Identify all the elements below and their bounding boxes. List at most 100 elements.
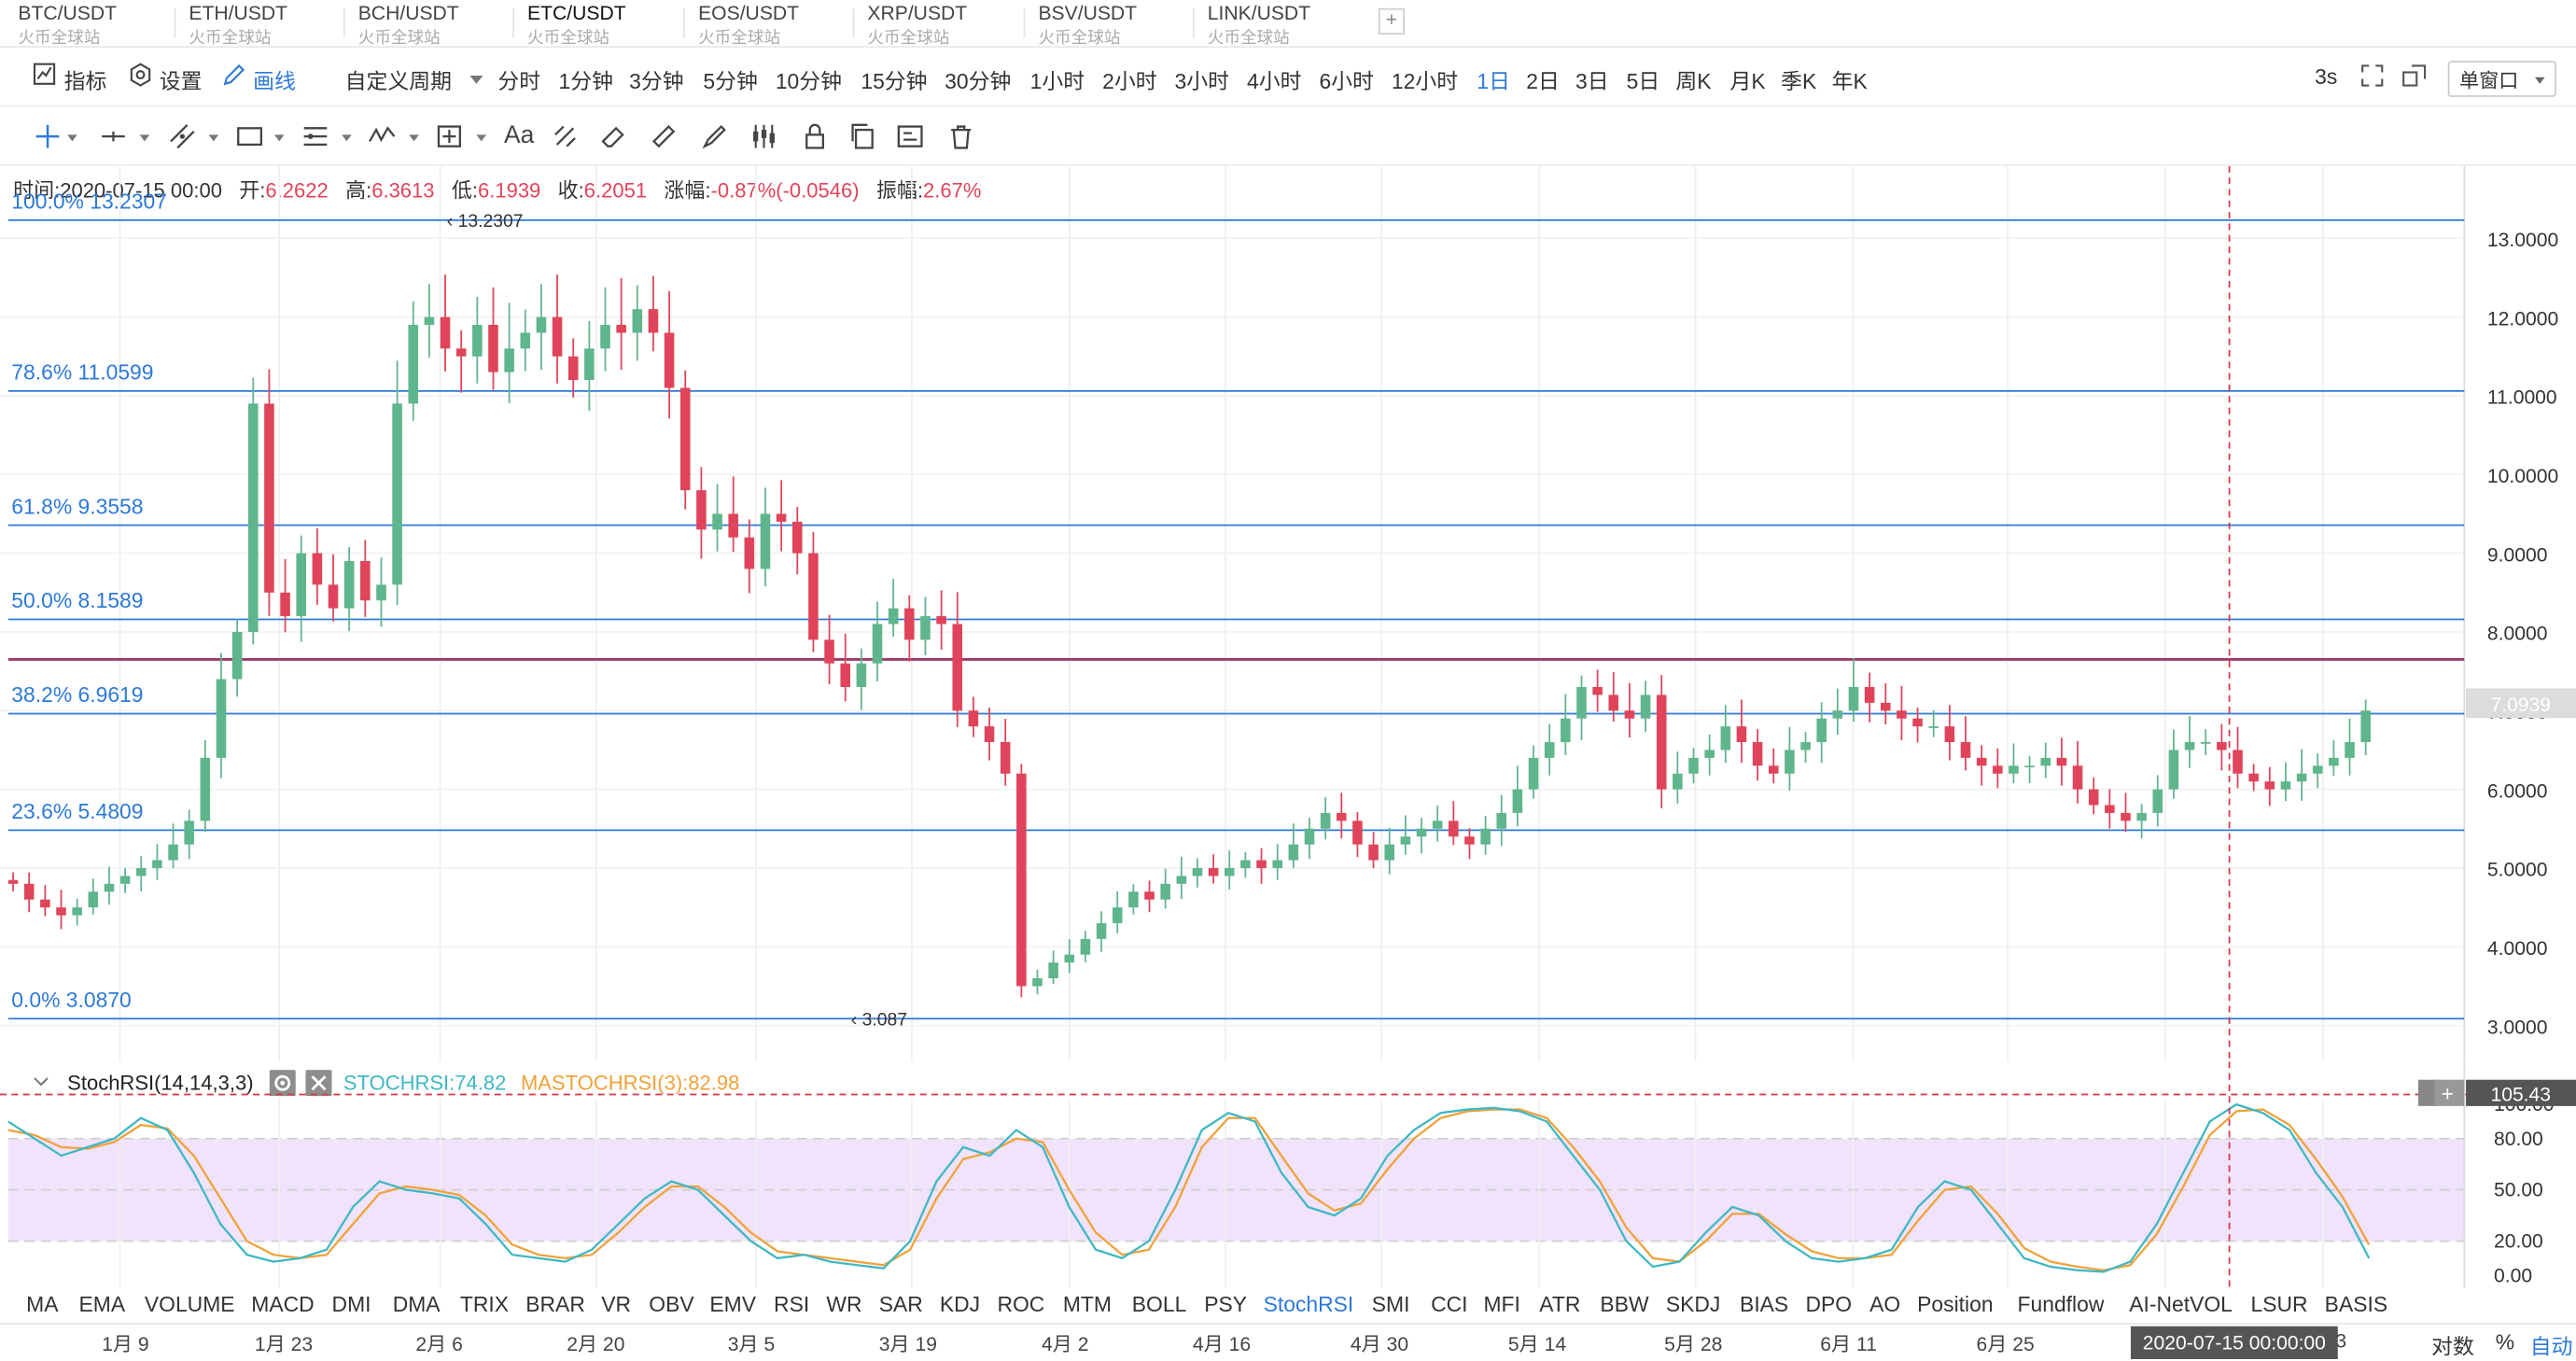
period-12[interactable]: 12小时 bbox=[1391, 68, 1459, 94]
period-3[interactable]: 5分钟 bbox=[703, 68, 758, 94]
chevron-down-icon[interactable] bbox=[476, 134, 487, 142]
rectangle-icon[interactable] bbox=[235, 121, 265, 151]
tab-xrp-usdt[interactable]: XRP/USDT 火币全球站 bbox=[858, 0, 1022, 48]
period-20[interactable]: 年K bbox=[1831, 68, 1868, 94]
chevron-down-icon[interactable] bbox=[273, 134, 285, 142]
add-tab-button[interactable]: + bbox=[1378, 7, 1405, 35]
copy-icon[interactable] bbox=[847, 121, 877, 151]
indicator-basis[interactable]: BASIS bbox=[2324, 1291, 2388, 1317]
custom-period-select[interactable]: 自定义周期 bbox=[344, 68, 453, 94]
chevron-down-icon[interactable] bbox=[342, 134, 352, 142]
indicator-dpo[interactable]: DPO bbox=[1805, 1291, 1853, 1317]
tab-eth-usdt[interactable]: ETH/USDT 火币全球站 bbox=[179, 0, 343, 48]
indicator-ma[interactable]: MA bbox=[26, 1291, 59, 1317]
indicator-lsur[interactable]: LSUR bbox=[2250, 1291, 2308, 1317]
indicator-position[interactable]: Position bbox=[1917, 1291, 1994, 1317]
indicators-button[interactable]: 指标 bbox=[63, 68, 107, 94]
measure-icon[interactable] bbox=[435, 121, 465, 151]
trash-icon[interactable] bbox=[946, 121, 976, 151]
tab-eos-usdt[interactable]: EOS/USDT 火币全球站 bbox=[689, 0, 853, 48]
auto-scale-toggle[interactable]: 自动 bbox=[2529, 1334, 2573, 1359]
period-0[interactable]: 分时 bbox=[497, 68, 541, 94]
indicator-volume[interactable]: VOLUME bbox=[144, 1291, 235, 1317]
parallel-channel-icon[interactable] bbox=[168, 121, 198, 151]
text-tool[interactable]: Aa bbox=[504, 121, 535, 150]
candles-icon[interactable] bbox=[749, 121, 779, 151]
magnet-icon[interactable] bbox=[551, 121, 581, 151]
wave-pattern-icon[interactable] bbox=[368, 121, 398, 151]
indicator-mfi[interactable]: MFI bbox=[1483, 1291, 1520, 1317]
fullscreen-icon[interactable] bbox=[2360, 64, 2384, 92]
plus-button[interactable] bbox=[2434, 1079, 2465, 1106]
indicator-ema[interactable]: EMA bbox=[78, 1291, 126, 1317]
tab-btc-usdt[interactable]: BTC/USDT 火币全球站 bbox=[8, 0, 173, 48]
indicator-vr[interactable]: VR bbox=[601, 1291, 632, 1317]
lock-icon[interactable] bbox=[800, 121, 830, 151]
period-19[interactable]: 季K bbox=[1781, 68, 1817, 94]
indicator-stochrsi[interactable]: StochRSI bbox=[1263, 1291, 1354, 1317]
crosshair-icon[interactable] bbox=[33, 121, 63, 151]
candlestick-chart[interactable]: 13.0000 12.0000 11.0000 10.0000 9.0000 8.0000… bbox=[0, 165, 2576, 1062]
indicator-psy[interactable]: PSY bbox=[1204, 1291, 1248, 1317]
indicator-dma[interactable]: DMA bbox=[392, 1291, 441, 1317]
pencil-icon[interactable] bbox=[222, 63, 246, 92]
percent-scale-toggle[interactable]: % bbox=[2495, 1329, 2515, 1354]
indicator-bbw[interactable]: BBW bbox=[1600, 1291, 1649, 1317]
indicator-smi[interactable]: SMI bbox=[1371, 1291, 1410, 1317]
gear-icon[interactable] bbox=[269, 1070, 296, 1101]
plus-icon[interactable]: + bbox=[2442, 1082, 2454, 1106]
indicator-fundflow[interactable]: Fundflow bbox=[2017, 1291, 2105, 1317]
tab-bch-usdt[interactable]: BCH/USDT 火币全球站 bbox=[348, 0, 512, 48]
period-9[interactable]: 3小时 bbox=[1174, 68, 1230, 94]
period-1[interactable]: 1分钟 bbox=[558, 68, 613, 94]
indicator-bias[interactable]: BIAS bbox=[1740, 1291, 1789, 1317]
period-15[interactable]: 3日 bbox=[1575, 68, 1609, 94]
tab-etc-usdt[interactable]: ETC/USDT 火币全球站 bbox=[517, 0, 681, 48]
period-4[interactable]: 10分钟 bbox=[775, 68, 843, 94]
indicator-emv[interactable]: EMV bbox=[709, 1291, 756, 1317]
period-10[interactable]: 4小时 bbox=[1246, 68, 1302, 94]
chevron-down-icon[interactable] bbox=[67, 134, 77, 142]
indicator-boll[interactable]: BOLL bbox=[1131, 1291, 1187, 1317]
brush-icon[interactable] bbox=[700, 121, 730, 151]
period-5[interactable]: 15分钟 bbox=[861, 68, 928, 94]
period-2[interactable]: 3分钟 bbox=[629, 68, 684, 94]
popout-icon[interactable] bbox=[2401, 64, 2427, 92]
chevron-down-icon[interactable] bbox=[409, 134, 419, 142]
period-6[interactable]: 30分钟 bbox=[945, 68, 1012, 94]
draw-button[interactable]: 画线 bbox=[253, 68, 296, 94]
indicator-ai-netvol[interactable]: AI-NetVOL bbox=[2129, 1291, 2233, 1317]
indicator-macd[interactable]: MACD bbox=[251, 1291, 315, 1317]
ruler-icon[interactable] bbox=[649, 121, 679, 151]
period-18[interactable]: 月K bbox=[1729, 68, 1766, 94]
period-11[interactable]: 6小时 bbox=[1319, 68, 1374, 94]
refresh-interval[interactable]: 3s bbox=[2315, 63, 2338, 90]
indicator-atr[interactable]: ATR bbox=[1539, 1291, 1581, 1317]
indicator-kdj[interactable]: KDJ bbox=[939, 1291, 981, 1317]
indicator-mtm[interactable]: MTM bbox=[1062, 1291, 1112, 1317]
eraser-icon[interactable] bbox=[599, 121, 629, 151]
indicator-cci[interactable]: CCI bbox=[1431, 1291, 1468, 1317]
indicator-brar[interactable]: BRAR bbox=[525, 1291, 585, 1317]
period-14[interactable]: 2日 bbox=[1526, 68, 1560, 94]
fibonacci-icon[interactable] bbox=[301, 121, 330, 151]
settings-icon[interactable] bbox=[128, 63, 152, 92]
log-scale-toggle[interactable]: 对数 bbox=[2431, 1334, 2474, 1359]
period-16[interactable]: 5日 bbox=[1626, 68, 1660, 94]
indicator-dmi[interactable]: DMI bbox=[331, 1291, 371, 1317]
period-13[interactable]: 1日 bbox=[1477, 68, 1511, 94]
period-8[interactable]: 2小时 bbox=[1102, 68, 1157, 94]
tab-bsv-usdt[interactable]: BSV/USDT 火币全球站 bbox=[1029, 0, 1193, 48]
indicator-skdj[interactable]: SKDJ bbox=[1665, 1291, 1721, 1317]
indicator-sar[interactable]: SAR bbox=[878, 1291, 923, 1317]
close-icon[interactable] bbox=[305, 1070, 332, 1101]
indicator-obv[interactable]: OBV bbox=[649, 1291, 694, 1317]
period-17[interactable]: 周K bbox=[1675, 68, 1712, 94]
indicator-wr[interactable]: WR bbox=[826, 1291, 862, 1317]
indicator-trix[interactable]: TRIX bbox=[459, 1291, 510, 1317]
chevron-down-icon[interactable] bbox=[208, 134, 219, 142]
horizontal-line-icon[interactable] bbox=[99, 121, 129, 151]
chevron-down-icon[interactable] bbox=[139, 134, 150, 142]
indicator-rsi[interactable]: RSI bbox=[774, 1291, 810, 1317]
